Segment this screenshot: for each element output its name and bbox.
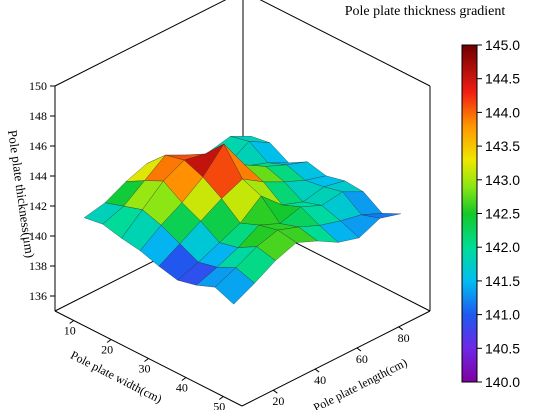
box-edge-top-left <box>54 0 227 87</box>
y-tick-mark <box>356 347 362 352</box>
y-tick-mark <box>273 389 278 394</box>
x-tick-label: 30 <box>139 362 151 376</box>
x-tick-mark <box>181 377 187 381</box>
x-tick-label: 10 <box>64 324 76 338</box>
surface <box>83 136 401 305</box>
x-tick-mark <box>219 396 224 400</box>
y-tick-mark <box>398 326 403 331</box>
z-tick-label: 140 <box>29 229 47 243</box>
z-tick-label: 146 <box>29 139 47 153</box>
y-tick-mark <box>314 368 320 373</box>
colorbar <box>461 44 478 383</box>
colorbar-tick-label: 143.5 <box>485 138 520 154</box>
x-tick-label: 50 <box>213 400 225 410</box>
y-tick-label: 20 <box>272 394 284 408</box>
x-tick-mark <box>106 339 112 343</box>
surface-patch <box>214 267 255 305</box>
colorbar-tick-label: 144.5 <box>485 71 520 87</box>
colorbar-tick-label: 144.0 <box>485 104 520 120</box>
x-tick-label: 20 <box>101 343 113 357</box>
colorbar-title: Pole plate thickness gradient <box>344 4 506 19</box>
y-tick-label: 60 <box>356 352 368 366</box>
x-tick-mark <box>69 320 74 324</box>
x-tick-label: 40 <box>176 381 188 395</box>
colorbar-tick-label: 142.0 <box>485 239 520 255</box>
box-edge-top-right <box>259 0 431 87</box>
z-tick-label: 136 <box>29 289 47 303</box>
z-tick-label: 150 <box>29 79 47 93</box>
z-tick-label: 144 <box>29 169 47 183</box>
z-tick-label: 148 <box>29 109 47 123</box>
x-tick-mark <box>144 358 149 362</box>
y-tick-label: 40 <box>314 373 326 387</box>
y-tick-label: 80 <box>398 331 410 345</box>
colorbar-tick-label: 145.0 <box>485 37 520 53</box>
colorbar-tick-label: 141.0 <box>485 307 520 323</box>
colorbar-tick-label: 140.5 <box>485 340 520 356</box>
colorbar-tick-label: 142.5 <box>485 206 520 222</box>
z-tick-label: 142 <box>29 199 47 213</box>
colorbar-tick-label: 143.0 <box>485 172 520 188</box>
colorbar-tick-label: 141.5 <box>485 273 520 289</box>
x-axis-label: Pole plate width(cm) <box>68 348 164 406</box>
z-tick-label: 138 <box>29 259 47 273</box>
colorbar-tick-label: 140.0 <box>485 374 520 390</box>
